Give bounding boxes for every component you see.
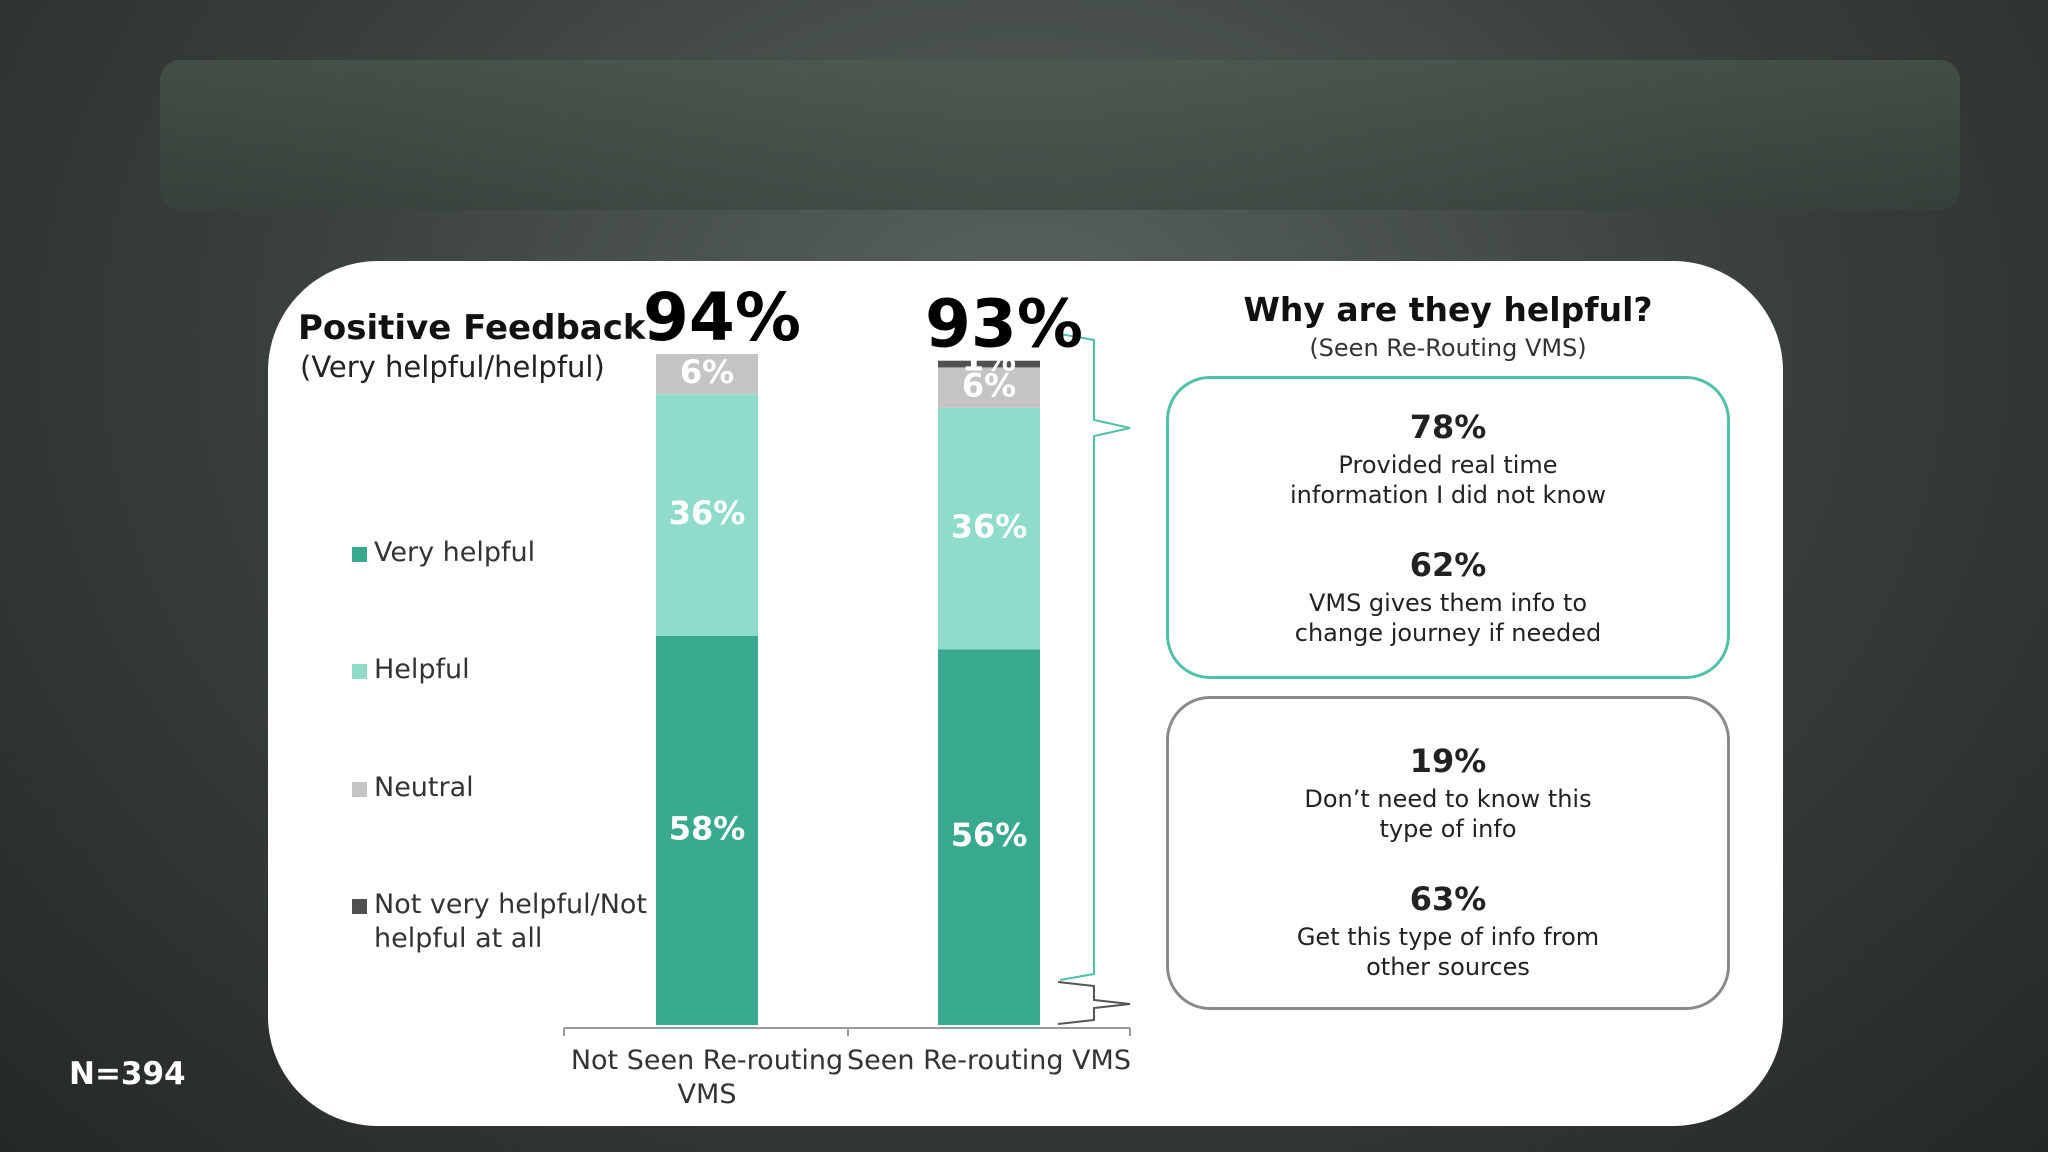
reason: 63% Get this type of info from other sour… — [1166, 880, 1730, 982]
x-tick-label: Seen Re-routing VMS — [847, 1045, 1131, 1076]
reason-text: Don’t need to know this type of info — [1304, 785, 1592, 843]
reason-text: VMS gives them info to change journey if… — [1294, 589, 1602, 647]
panel-subtitle: (Seen Re-Routing VMS) — [1309, 334, 1587, 362]
bar-segment — [656, 635, 758, 1025]
sample-size: N=394 — [69, 1056, 186, 1092]
legend-swatch — [352, 782, 367, 797]
reason-pct: 62% — [1409, 546, 1487, 584]
data-label: 36% — [951, 507, 1028, 545]
data-label: 58% — [669, 809, 746, 847]
reason: 78% Provided real time information I did … — [1166, 408, 1730, 510]
bar-segment — [938, 649, 1040, 1025]
data-label: 6% — [680, 353, 734, 391]
reason-pct: 78% — [1409, 408, 1487, 446]
legend-swatch — [352, 899, 367, 914]
bar-segment — [656, 354, 758, 395]
reason-text: Get this type of info from other sources — [1296, 923, 1600, 981]
reason: 62% VMS gives them info to change journey… — [1166, 546, 1730, 648]
data-label: 36% — [669, 494, 746, 532]
bar-segment — [938, 367, 1040, 408]
x-tick-label: Not Seen Re-routing VMS — [570, 1045, 844, 1110]
reason: 19% Don’t need to know this type of info — [1166, 742, 1730, 844]
legend-label: Neutral — [374, 772, 474, 803]
total-label: 94% — [643, 279, 801, 356]
total-label: 93% — [925, 286, 1083, 363]
bar-segment — [938, 407, 1040, 650]
reason-pct: 63% — [1409, 880, 1487, 918]
legend-label: Not very helpful/Not helpful at all — [374, 889, 648, 954]
data-label: 6% — [962, 367, 1016, 405]
reason-text: Provided real time information I did not… — [1290, 451, 1606, 509]
legend-swatch — [352, 547, 367, 562]
data-label: 56% — [951, 816, 1028, 854]
reason-box — [1166, 696, 1730, 1010]
bar-segment — [938, 360, 1040, 368]
background-arch — [160, 60, 1960, 210]
legend-label: Helpful — [374, 654, 470, 685]
bar-segment — [656, 394, 758, 636]
chart-title: Positive Feedback — [298, 308, 646, 348]
brace — [1059, 333, 1131, 981]
legend-label: Very helpful — [374, 537, 536, 568]
panel-title: Why are they helpful? — [1243, 290, 1653, 329]
reason-box — [1166, 376, 1730, 679]
brace — [1057, 981, 1131, 1025]
legend-swatch — [352, 664, 367, 679]
data-label: 1% — [962, 340, 1016, 378]
reason-pct: 19% — [1409, 742, 1487, 780]
chart-subtitle: (Very helpful/helpful) — [300, 350, 605, 384]
